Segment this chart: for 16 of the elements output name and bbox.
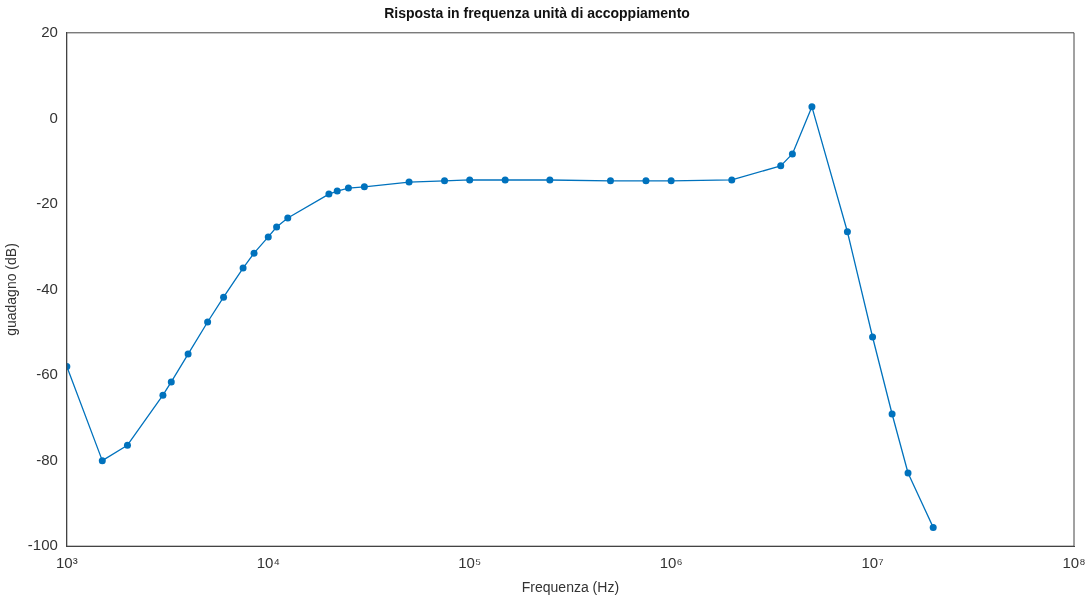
chart-title: Risposta in frequenza unità di accoppiamento	[384, 5, 690, 22]
x-tick-label: 10³	[55, 554, 78, 572]
y-tick-label: 20	[41, 22, 58, 40]
x-tick-label: 10⁴	[256, 554, 280, 572]
y-axis-title: guadagno (dB)	[3, 243, 20, 336]
x-tick-label: 10⁷	[861, 554, 884, 572]
y-tick-label: -80	[36, 450, 58, 468]
y-tick-label: -100	[27, 536, 58, 554]
x-axis-title: Frequenza (Hz)	[521, 579, 620, 596]
y-tick-label: -20	[36, 194, 58, 212]
y-tick-label: -40	[36, 279, 58, 297]
x-tick-label: 10⁵	[458, 554, 482, 572]
y-tick-label: -60	[36, 365, 58, 383]
y-tick-label: 0	[49, 108, 58, 126]
x-tick-label: 10⁸	[1062, 554, 1086, 572]
x-tick-label: 10⁶	[659, 554, 683, 572]
